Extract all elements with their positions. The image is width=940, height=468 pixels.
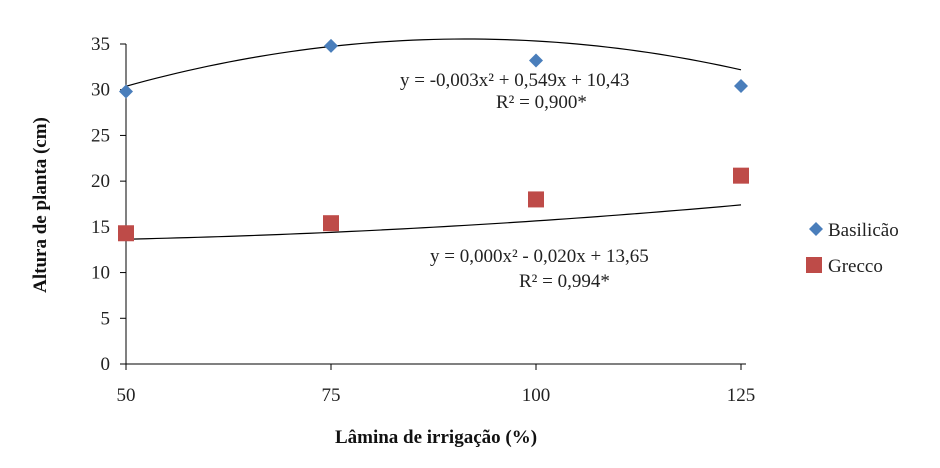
equation-basilicao: y = -0,003x² + 0,549x + 10,43: [400, 70, 629, 91]
data-point-grecco: [733, 167, 749, 184]
r2-basilicao: R² = 0,900*: [496, 92, 587, 113]
data-point-basilicao: [734, 79, 748, 94]
trendline-basilicao: [125, 38, 742, 87]
series-grecco-markers: [118, 167, 749, 242]
data-point-grecco: [323, 215, 339, 232]
series-basilicao-markers: [119, 38, 748, 99]
trendline-grecco: [125, 204, 742, 240]
legend: Basilicão Grecco: [806, 220, 899, 277]
x-axis-title: Lâmina de irrigação (%): [335, 427, 537, 448]
y-tick-label: 5: [101, 308, 111, 329]
legend-marker-grecco: [806, 257, 822, 273]
y-tick-label: 0: [101, 354, 111, 375]
y-tick-label: 35: [91, 34, 110, 55]
data-point-basilicao: [119, 84, 133, 99]
y-tick-label: 25: [91, 125, 110, 146]
x-ticks: 50 75 100 125: [117, 364, 756, 406]
legend-label-grecco: Grecco: [828, 256, 883, 277]
y-ticks: 0 5 10 15 20 25 30 35: [91, 34, 126, 375]
legend-marker-basilicao: [809, 222, 823, 236]
y-axis-title: Altura de planta (cm): [30, 117, 51, 293]
equation-grecco: y = 0,000x² - 0,020x + 13,65: [430, 246, 649, 267]
data-point-grecco: [118, 225, 134, 242]
x-tick-label: 100: [522, 385, 551, 406]
y-tick-label: 15: [91, 217, 110, 238]
data-point-basilicao: [324, 38, 338, 53]
x-tick-label: 75: [322, 385, 341, 406]
x-tick-label: 125: [727, 385, 756, 406]
legend-label-basilicao: Basilicão: [828, 220, 899, 241]
y-tick-label: 30: [91, 80, 110, 101]
r2-grecco: R² = 0,994*: [519, 271, 610, 292]
y-tick-label: 10: [91, 263, 110, 284]
x-tick-label: 50: [117, 385, 136, 406]
data-point-grecco: [528, 191, 544, 208]
data-point-basilicao: [529, 53, 543, 68]
y-tick-label: 20: [91, 171, 110, 192]
